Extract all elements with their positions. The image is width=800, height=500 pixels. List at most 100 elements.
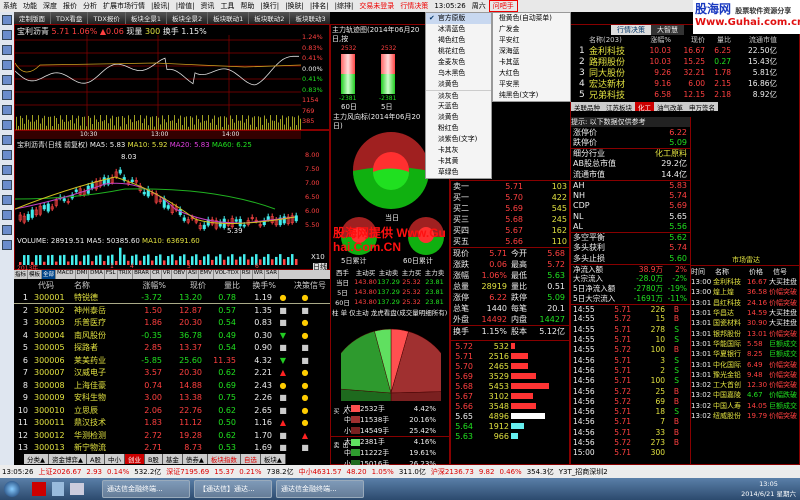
market-tab[interactable]: 分类▲: [24, 454, 49, 464]
radar-row[interactable]: 13:01 昌红科技 24.16 价幅突破: [691, 298, 800, 308]
stock-row[interactable]: 7 300007 汉威电子 3.57 20.30 0.62 2.21 ▲ ●: [14, 367, 330, 380]
menu-item[interactable]: 帮助: [240, 2, 255, 10]
column-header[interactable]: 决策信号: [294, 280, 326, 290]
skin-option[interactable]: ✔ 官方原版: [426, 13, 491, 24]
indicator-tab[interactable]: 模板: [29, 270, 43, 279]
toolbar-icon[interactable]: [2, 90, 12, 100]
market-tab[interactable]: 板块▲: [260, 454, 286, 464]
toolbar-icon[interactable]: [2, 165, 12, 175]
indicator-tab[interactable]: 指标: [15, 270, 29, 279]
app-icon[interactable]: [32, 482, 46, 496]
market-tab[interactable]: A股: [87, 454, 105, 464]
rank-row[interactable]: 4 宏达新材 9.16 6.00 2.15 16.86亿: [571, 78, 799, 91]
toolbar-icon[interactable]: [2, 240, 12, 250]
indicator-tab[interactable]: TRIX: [118, 270, 134, 279]
period-button[interactable]: 日线: [313, 263, 327, 271]
stock-row[interactable]: 8 300008 上海佳豪 0.74 14.88 0.69 2.43 ● ●: [14, 379, 330, 392]
skin-option[interactable]: 草绿色: [426, 167, 491, 178]
indicator-tab[interactable]: WR: [253, 270, 265, 279]
market-tab[interactable]: 中小: [104, 454, 125, 464]
toolbar-icon[interactable]: [2, 150, 12, 160]
skin-option[interactable]: 卡其蓝: [493, 57, 570, 68]
toolbar-icon[interactable]: [2, 120, 12, 130]
skin-option[interactable]: 深海蓝: [493, 46, 570, 57]
intraday-chart[interactable]: 宝利沥青 5.71 1.06% ▲0.06 现量 300 换手 1.15% 1.…: [14, 24, 330, 130]
rank-row[interactable]: 1 金利科技 10.03 16.67 6.25 22.50亿: [571, 45, 799, 58]
skin-option[interactable]: 淡黄色: [426, 79, 491, 90]
rank-row[interactable]: 2 路翔股份 10.03 15.25 0.27 15.43亿: [571, 56, 799, 69]
stock-row[interactable]: 12 300012 华测检测 2.72 19.28 0.62 1.70 ■ ▲: [14, 429, 330, 442]
indicator-tab[interactable]: DMI: [76, 270, 90, 279]
indicator-tab[interactable]: DMA: [89, 270, 105, 279]
skin-option[interactable]: 纯黑色(文字): [493, 90, 570, 101]
radar-row[interactable]: 13:01 国瓷材料 30.90 大买挂盘: [691, 318, 800, 328]
menu-item[interactable]: |综排|: [334, 2, 354, 10]
layout-tab[interactable]: 板块联动1: [208, 12, 250, 24]
layout-tab[interactable]: TDX看盘: [51, 12, 89, 24]
market-tab[interactable]: 债券▲: [182, 454, 208, 464]
skin-option[interactable]: 平安黑: [493, 79, 570, 90]
skin-option[interactable]: 乌木黑色: [426, 68, 491, 79]
toolbar-icon[interactable]: [2, 30, 12, 40]
menu-item[interactable]: |股讯|: [151, 2, 170, 10]
indicator-tab[interactable]: EMV: [199, 270, 214, 279]
rank-row[interactable]: 3 同大股份 9.26 32.21 1.78 5.81亿: [571, 67, 799, 80]
skin-option[interactable]: 卡其黄: [426, 156, 491, 167]
toolbar-icon[interactable]: [2, 105, 12, 115]
skin-option[interactable]: 橙黄色(自动菜单): [493, 13, 570, 24]
sector-tab[interactable]: 化工: [635, 102, 654, 112]
menu-item[interactable]: 工具: [220, 2, 235, 10]
skin-option[interactable]: 平安红: [493, 35, 570, 46]
skin-option[interactable]: 淡灰色: [426, 90, 491, 101]
column-header[interactable]: 换手%: [252, 280, 276, 290]
stock-row[interactable]: 13 300013 新宁物流 2.71 8.73 0.53 1.69 ■ ■: [14, 442, 330, 455]
skin-option[interactable]: 金麦灰色: [426, 57, 491, 68]
rank-col[interactable]: 涨幅%: [650, 36, 671, 44]
layout-tab[interactable]: 板块联动3: [290, 12, 330, 24]
skin-option[interactable]: 大红色: [493, 68, 570, 79]
sector-tab[interactable]: 关联品种: [571, 102, 603, 112]
taskbar-window[interactable]: 通达信金融终端...: [102, 480, 190, 498]
market-tab[interactable]: 板块指数: [207, 454, 241, 464]
layout-tab[interactable]: TDX报价: [88, 12, 126, 24]
menu-item[interactable]: 报价: [63, 2, 77, 10]
column-header[interactable]: 代码: [38, 280, 54, 290]
stock-row[interactable]: 2 300002 神州泰岳 1.50 12.87 0.57 1.35 ■ ■: [14, 304, 330, 317]
indicator-tab[interactable]: RSI: [241, 270, 253, 279]
radar-row[interactable]: 13:00 煌上煌 36.58 价幅突破: [691, 287, 800, 297]
rank-col[interactable]: 现价: [691, 36, 705, 44]
skin-option[interactable]: 粉红色: [426, 123, 491, 134]
menu-item[interactable]: 资讯: [200, 2, 215, 10]
market-tab[interactable]: 自选: [240, 454, 261, 464]
radar-row[interactable]: 13:00 金利科技 16.67 大买挂盘: [691, 277, 800, 287]
radar-row[interactable]: 13:01 中化国际 6.49 价幅突破: [691, 359, 800, 369]
skin-option[interactable]: 广发金: [493, 24, 570, 35]
column-header[interactable]: 涨幅%: [142, 280, 166, 290]
desktop-icon[interactable]: [70, 483, 84, 495]
radar-row[interactable]: 13:02 中国人寿 14.05 巨额成交: [691, 401, 800, 411]
calculator-icon[interactable]: [52, 482, 64, 496]
indicator-tab[interactable]: VOL-TDX: [214, 270, 241, 279]
stock-row[interactable]: 11 300011 鼎汉技术 1.83 11.12 0.50 1.16 ▲ ●: [14, 417, 330, 430]
market-tab[interactable]: 创业: [124, 454, 145, 464]
market-tab[interactable]: 基金: [162, 454, 183, 464]
stock-row[interactable]: 6 300006 莱美药业 -5.85 25.60 11.35 4.32 ▼ ■: [14, 354, 330, 367]
indicator-tab[interactable]: 全部: [42, 270, 57, 279]
start-button[interactable]: [4, 481, 20, 497]
layout-tab[interactable]: 板块全景1: [125, 12, 168, 24]
radar-row[interactable]: 13:01 华能国际 5.58 巨额成交: [691, 339, 800, 349]
indicator-tab[interactable]: FSL: [105, 270, 118, 279]
toolbar-icon[interactable]: [2, 225, 12, 235]
skin-option[interactable]: 桃花红色: [426, 46, 491, 57]
stock-row[interactable]: 4 300004 南风股份 -0.35 36.78 0.49 0.30 ▼ ●: [14, 329, 330, 342]
column-header[interactable]: 现价: [190, 280, 206, 290]
layout-tab[interactable]: 板块联动2: [249, 12, 291, 24]
radar-row[interactable]: 13:01 华昌达 14.59 大买挂盘: [691, 308, 800, 318]
sector-tab[interactable]: 江苏板块: [603, 102, 635, 112]
sector-tab[interactable]: 油气改革: [654, 102, 686, 112]
menu-item[interactable]: 深度: [43, 2, 57, 10]
toolbar-icon[interactable]: [2, 195, 12, 205]
menu-item[interactable]: 扩展市场行情: [103, 2, 145, 10]
indicator-tab[interactable]: BRAR: [133, 270, 152, 279]
column-header[interactable]: 量比: [224, 280, 240, 290]
